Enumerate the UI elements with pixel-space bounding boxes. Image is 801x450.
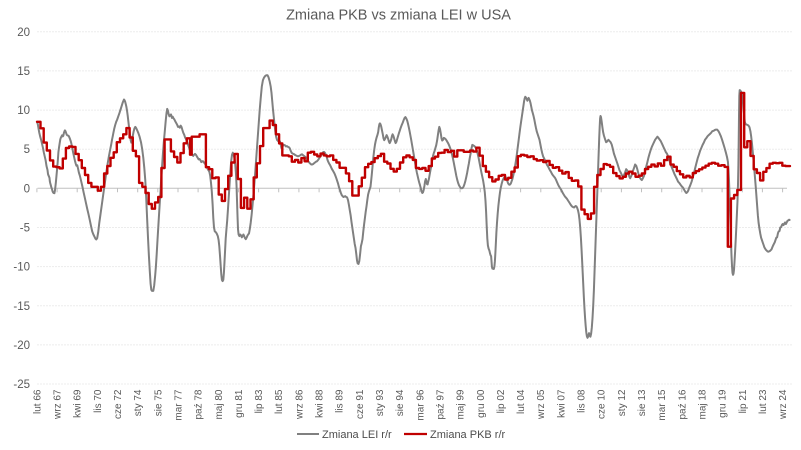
svg-text:-10: -10 bbox=[13, 262, 30, 274]
svg-text:paź 16: paź 16 bbox=[677, 389, 688, 419]
svg-text:sty 12: sty 12 bbox=[617, 389, 628, 416]
svg-text:mar 77: mar 77 bbox=[174, 389, 185, 421]
svg-text:Zmiana LEI r/r: Zmiana LEI r/r bbox=[322, 429, 392, 441]
svg-text:lut 23: lut 23 bbox=[758, 389, 769, 414]
svg-text:lut 66: lut 66 bbox=[32, 389, 43, 414]
svg-text:gru 00: gru 00 bbox=[476, 389, 487, 418]
svg-text:20: 20 bbox=[17, 27, 30, 39]
svg-text:-20: -20 bbox=[13, 340, 30, 352]
svg-text:sie 75: sie 75 bbox=[153, 389, 164, 416]
svg-text:sie 94: sie 94 bbox=[395, 389, 406, 416]
svg-text:15: 15 bbox=[17, 66, 30, 78]
svg-text:lip 02: lip 02 bbox=[496, 389, 507, 413]
svg-text:paź 97: paź 97 bbox=[436, 389, 447, 419]
svg-text:cze 10: cze 10 bbox=[597, 389, 608, 419]
svg-text:10: 10 bbox=[17, 105, 30, 117]
svg-text:sty 74: sty 74 bbox=[133, 389, 144, 416]
svg-text:wrz 05: wrz 05 bbox=[536, 389, 547, 420]
svg-text:Zmiana PKB vs zmiana LEI w USA: Zmiana PKB vs zmiana LEI w USA bbox=[286, 8, 511, 24]
svg-text:lut 85: lut 85 bbox=[274, 389, 285, 414]
svg-text:0: 0 bbox=[24, 183, 30, 195]
svg-text:cze 72: cze 72 bbox=[113, 389, 124, 419]
svg-text:cze 91: cze 91 bbox=[355, 389, 366, 419]
svg-text:maj 18: maj 18 bbox=[698, 389, 709, 419]
svg-text:mar 96: mar 96 bbox=[415, 389, 426, 421]
svg-text:lut 04: lut 04 bbox=[516, 389, 527, 414]
svg-text:kwi 07: kwi 07 bbox=[556, 389, 567, 418]
svg-text:5: 5 bbox=[24, 144, 30, 156]
svg-text:-5: -5 bbox=[20, 223, 30, 235]
svg-text:wrz 67: wrz 67 bbox=[53, 389, 64, 420]
svg-text:gru 81: gru 81 bbox=[234, 389, 245, 418]
svg-text:Zmiana PKB r/r: Zmiana PKB r/r bbox=[430, 429, 506, 441]
svg-text:maj 80: maj 80 bbox=[214, 389, 225, 419]
svg-text:maj 99: maj 99 bbox=[456, 389, 467, 419]
svg-text:paź 78: paź 78 bbox=[194, 389, 205, 419]
svg-text:mar 15: mar 15 bbox=[657, 389, 668, 421]
svg-text:lis 89: lis 89 bbox=[335, 389, 346, 413]
svg-text:sie 13: sie 13 bbox=[637, 389, 648, 416]
svg-text:lip 83: lip 83 bbox=[254, 389, 265, 413]
svg-text:lis 08: lis 08 bbox=[577, 389, 588, 413]
svg-text:kwi 69: kwi 69 bbox=[73, 389, 84, 418]
svg-text:lip 21: lip 21 bbox=[738, 389, 749, 413]
svg-text:gru 19: gru 19 bbox=[718, 389, 729, 418]
svg-text:sty 93: sty 93 bbox=[375, 389, 386, 416]
svg-text:kwi 88: kwi 88 bbox=[315, 389, 326, 418]
svg-text:-25: -25 bbox=[13, 379, 30, 391]
svg-text:-15: -15 bbox=[13, 301, 30, 313]
svg-text:lis 70: lis 70 bbox=[93, 389, 104, 413]
svg-text:wrz 24: wrz 24 bbox=[778, 389, 789, 420]
svg-text:wrz 86: wrz 86 bbox=[294, 389, 305, 420]
